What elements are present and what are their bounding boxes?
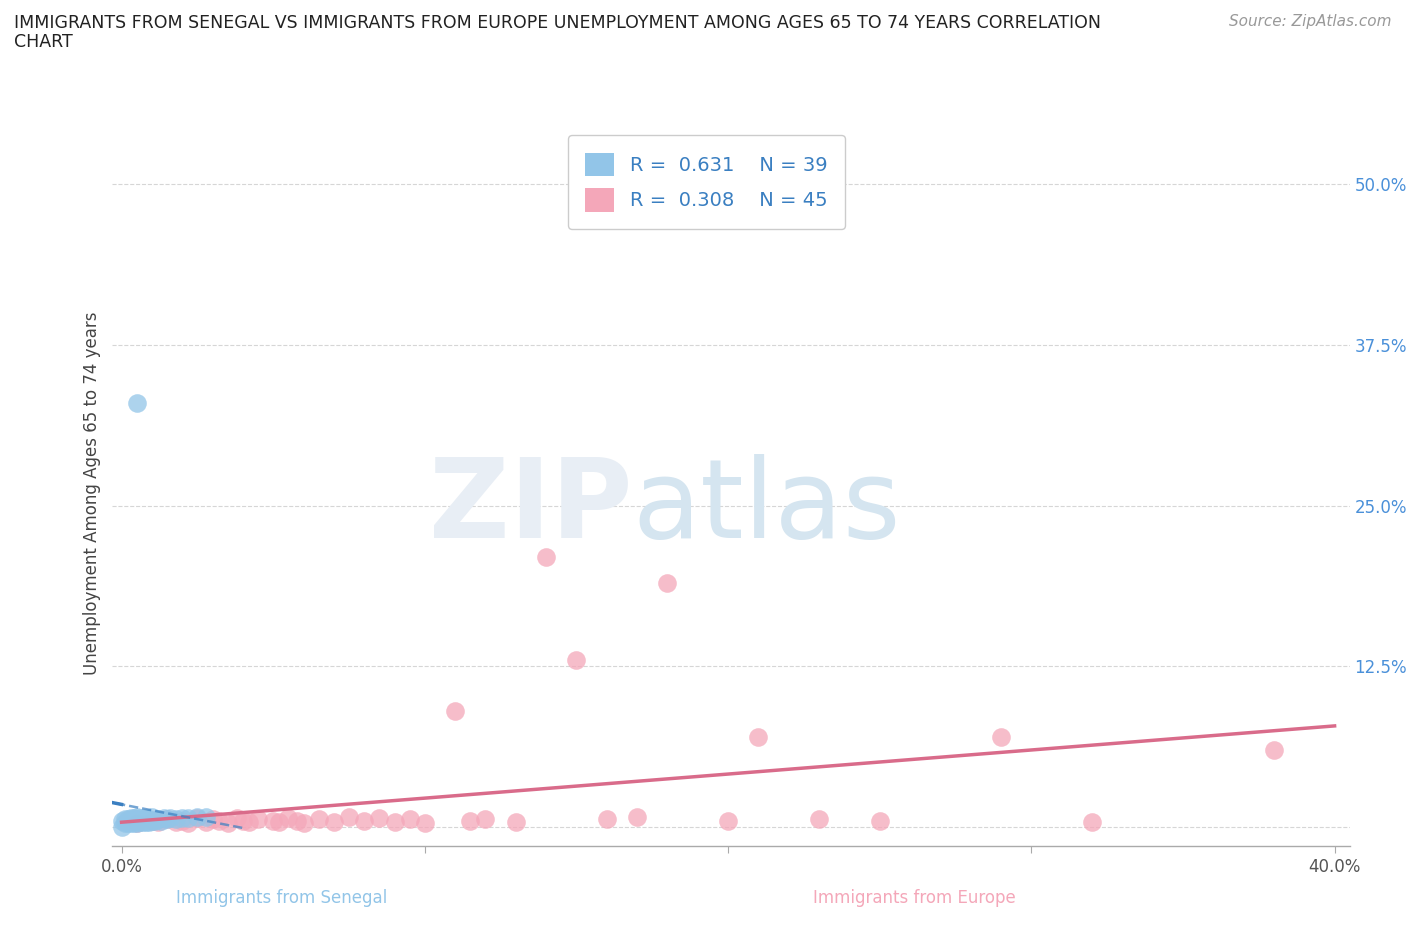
Text: ZIP: ZIP: [429, 454, 633, 561]
Point: [596, 812, 619, 827]
Point: [110, 819, 132, 834]
Point: [277, 811, 299, 826]
Point: [110, 813, 132, 828]
Text: atlas: atlas: [633, 454, 901, 561]
Point: [125, 816, 148, 830]
Point: [153, 811, 176, 826]
Point: [505, 815, 527, 830]
Point: [413, 816, 436, 830]
Point: [117, 816, 139, 830]
Point: [225, 811, 247, 826]
Y-axis label: Unemployment Among Ages 65 to 74 years: Unemployment Among Ages 65 to 74 years: [83, 312, 101, 674]
Text: Immigrants from Europe: Immigrants from Europe: [813, 889, 1015, 907]
Text: IMMIGRANTS FROM SENEGAL VS IMMIGRANTS FROM EUROPE UNEMPLOYMENT AMONG AGES 65 TO : IMMIGRANTS FROM SENEGAL VS IMMIGRANTS FR…: [14, 14, 1101, 32]
Point: [287, 813, 309, 828]
Point: [232, 813, 254, 828]
Point: [460, 813, 482, 828]
Text: Immigrants from Senegal: Immigrants from Senegal: [176, 889, 387, 907]
Point: [207, 813, 229, 828]
Point: [534, 550, 557, 565]
Point: [122, 813, 145, 828]
Point: [626, 809, 648, 824]
Point: [122, 811, 145, 826]
Point: [165, 812, 187, 827]
Text: CHART: CHART: [14, 33, 73, 50]
Point: [143, 813, 166, 828]
Point: [308, 812, 330, 827]
Point: [128, 811, 150, 826]
Point: [292, 816, 315, 830]
Point: [869, 813, 891, 828]
Point: [172, 813, 194, 828]
Point: [138, 815, 160, 830]
Point: [195, 809, 218, 824]
Point: [156, 812, 179, 827]
Point: [247, 812, 270, 827]
Point: [114, 816, 136, 830]
Point: [141, 813, 163, 828]
Point: [337, 809, 360, 824]
Point: [120, 811, 142, 826]
Point: [146, 812, 169, 827]
Text: Source: ZipAtlas.com: Source: ZipAtlas.com: [1229, 14, 1392, 29]
Point: [146, 815, 169, 830]
Point: [717, 813, 740, 828]
Point: [132, 812, 155, 827]
Point: [125, 395, 148, 410]
Point: [565, 653, 588, 668]
Point: [186, 811, 208, 826]
Point: [159, 811, 181, 826]
Point: [322, 815, 344, 830]
Point: [135, 811, 157, 826]
Point: [177, 816, 200, 830]
Point: [117, 815, 139, 830]
Point: [195, 815, 218, 830]
Point: [808, 812, 831, 827]
Point: [1263, 742, 1285, 757]
Point: [125, 812, 148, 827]
Point: [125, 816, 148, 830]
Legend: R =  0.631    N = 39, R =  0.308    N = 45: R = 0.631 N = 39, R = 0.308 N = 45: [568, 135, 845, 229]
Point: [262, 813, 284, 828]
Point: [156, 812, 179, 827]
Point: [657, 576, 679, 591]
Point: [353, 813, 375, 828]
Point: [125, 809, 148, 824]
Point: [120, 813, 142, 828]
Point: [172, 811, 194, 826]
Point: [120, 816, 142, 830]
Point: [138, 812, 160, 827]
Point: [165, 815, 187, 830]
Point: [177, 811, 200, 826]
Point: [747, 730, 769, 745]
Point: [114, 812, 136, 827]
Point: [141, 809, 163, 824]
Point: [398, 812, 420, 827]
Point: [238, 815, 260, 830]
Point: [186, 809, 208, 824]
Point: [1081, 815, 1104, 830]
Point: [132, 815, 155, 830]
Point: [269, 815, 291, 830]
Point: [125, 813, 148, 828]
Point: [150, 813, 173, 828]
Point: [128, 815, 150, 830]
Point: [384, 815, 406, 830]
Point: [141, 813, 163, 828]
Point: [444, 704, 467, 719]
Point: [368, 811, 391, 826]
Point: [117, 812, 139, 827]
Point: [122, 816, 145, 830]
Point: [135, 815, 157, 830]
Point: [217, 816, 239, 830]
Point: [474, 812, 496, 827]
Point: [990, 730, 1012, 745]
Point: [201, 812, 224, 827]
